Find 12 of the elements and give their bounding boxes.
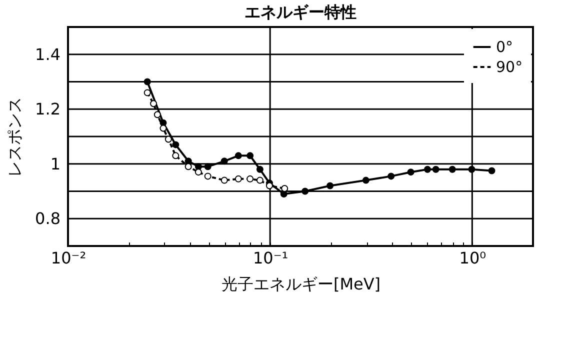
y-tick-label: 1.2 [35,100,60,119]
x-tick-label: 10⁰ [459,248,486,268]
legend-label: 0° [496,38,514,56]
y-tick-label: 0.8 [35,209,60,228]
x-tick-label: 10⁻¹ [252,248,288,268]
y-tick-label: 1 [50,154,60,174]
x-axis-title: 光子エネルギー[MeV] [221,274,381,294]
legend-label: 90° [496,58,523,76]
x-tick-label: 10⁻² [50,248,86,268]
y-axis-title: レスポンス [5,97,24,177]
chart-title: エネルギー特性 [244,2,356,22]
y-tick-label: 1.4 [35,44,60,64]
